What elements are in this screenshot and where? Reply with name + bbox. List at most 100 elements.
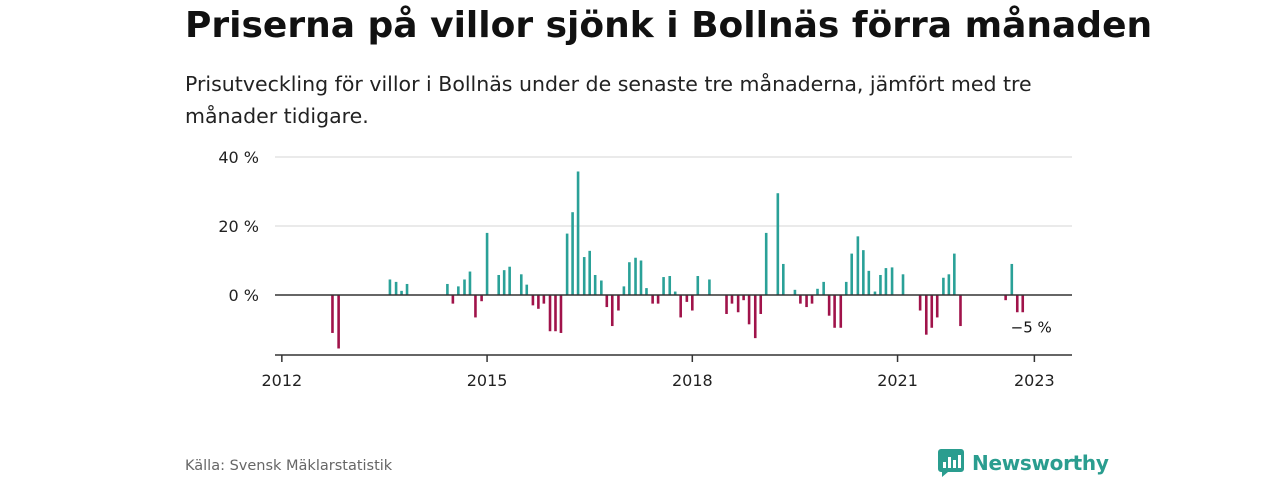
bar: [468, 271, 472, 295]
bar: [662, 277, 665, 295]
bar: [622, 286, 626, 296]
bar: [742, 295, 745, 301]
bar: [691, 295, 694, 311]
bar: [1004, 295, 1007, 301]
bar: [1021, 295, 1025, 313]
newsworthy-logo[interactable]: Newsworthy: [938, 449, 1109, 477]
bar: [793, 289, 797, 295]
bar: [502, 270, 506, 295]
bar: [685, 295, 689, 302]
bar: [548, 295, 552, 332]
x-tick-label: 2023: [1014, 371, 1055, 390]
bar: [725, 295, 728, 314]
y-axis-tick-labels: 0 % 20 % 40 %: [218, 148, 259, 305]
bar: [628, 262, 631, 295]
bar: [747, 295, 751, 325]
bar: [1015, 295, 1019, 313]
bar: [753, 295, 757, 339]
y-tick-label: 40 %: [218, 148, 259, 167]
x-tick-label: 2018: [672, 371, 713, 390]
gridlines: [275, 156, 1072, 227]
bar: [805, 295, 808, 308]
bar: [485, 232, 489, 295]
annotation-label: −5 %: [1011, 318, 1052, 336]
bar: [497, 274, 501, 295]
bar: [884, 268, 888, 295]
bar: [844, 281, 848, 295]
bar: [451, 295, 455, 304]
bar: [331, 295, 334, 333]
bar: [610, 295, 614, 327]
bar: [833, 295, 836, 328]
bar: [799, 295, 802, 304]
bar: [901, 274, 905, 295]
bar: [947, 274, 951, 295]
bar: [634, 257, 637, 295]
bar: [559, 295, 563, 333]
bar: [930, 295, 934, 328]
bar: [537, 295, 540, 309]
bar: [918, 295, 922, 311]
bar: [617, 295, 620, 311]
bar: [508, 266, 511, 295]
bar: [576, 171, 580, 295]
x-tick-label: 2015: [467, 371, 508, 390]
bar: [668, 276, 672, 295]
bar: [588, 250, 591, 295]
bar: [879, 274, 882, 295]
bar: [782, 263, 785, 295]
bar: [776, 193, 780, 295]
bar-chart-logo-icon: [938, 449, 964, 477]
bar: [839, 295, 843, 328]
bar: [388, 279, 392, 295]
bar: [457, 286, 460, 296]
bars: [331, 171, 1025, 349]
bar: [867, 270, 871, 295]
bar: [1010, 263, 1014, 295]
bar: [571, 212, 574, 295]
bar: [645, 288, 648, 295]
bar: [554, 295, 557, 332]
bar: [651, 295, 654, 304]
bar: [474, 295, 477, 318]
bar: [673, 291, 677, 295]
chart-title: Priserna på villor sjönk i Bollnäs förra…: [185, 5, 1153, 46]
bar: [856, 236, 860, 295]
bar: [850, 253, 854, 295]
bar: [394, 281, 398, 295]
bar: [736, 295, 740, 313]
bar: [816, 288, 819, 295]
bar: [810, 295, 814, 304]
bar: [656, 295, 660, 304]
bar: [708, 279, 711, 295]
bar: [827, 295, 831, 316]
x-tick-label: 2021: [877, 371, 918, 390]
bar: [531, 295, 535, 306]
bar: [679, 295, 682, 318]
brand-name: Newsworthy: [972, 451, 1109, 475]
bar: [446, 283, 449, 295]
bar: [519, 274, 523, 295]
x-tick-label: 2012: [261, 371, 302, 390]
bar: [405, 283, 409, 295]
bar: [953, 253, 956, 295]
bar: [565, 233, 569, 295]
bar: [959, 295, 962, 327]
bar: [759, 295, 763, 314]
bar: [525, 284, 529, 295]
bar: [542, 295, 546, 304]
bar: [942, 277, 945, 295]
y-tick-label: 20 %: [218, 217, 259, 236]
bar: [582, 257, 586, 295]
bar: [639, 260, 643, 295]
bar: [400, 290, 403, 295]
bar: [337, 295, 340, 349]
bar: [924, 295, 928, 335]
source-note: Källa: Svensk Mäklarstatistik: [185, 458, 393, 474]
bar: [873, 291, 877, 295]
bar: [764, 232, 768, 295]
bar: [605, 295, 609, 308]
bar: [600, 280, 603, 295]
bar: [822, 281, 825, 295]
